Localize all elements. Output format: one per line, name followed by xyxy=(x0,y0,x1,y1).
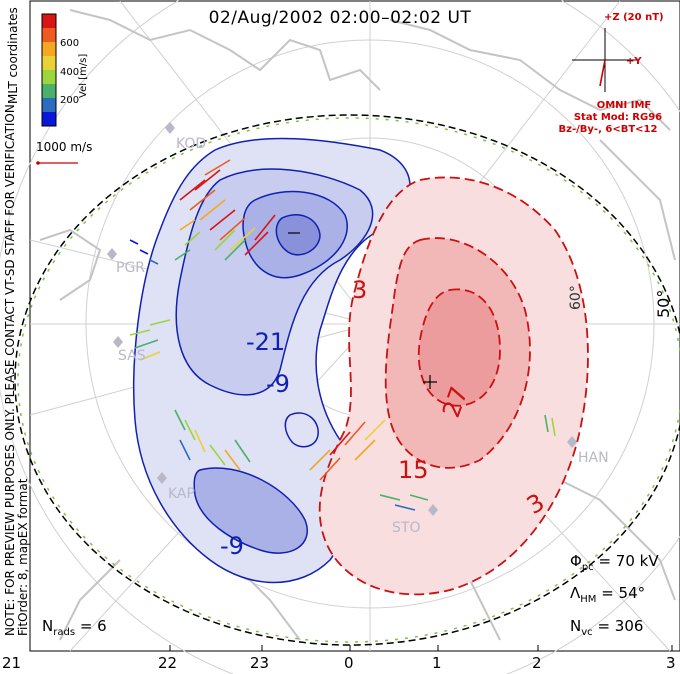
colorbar-label: Vel [m/s] xyxy=(78,53,89,98)
velocity-vectors xyxy=(129,159,556,511)
map-title: 02/Aug/2002 02:00–02:02 UT xyxy=(208,8,472,28)
stat-phi-symbol: Φ xyxy=(570,552,582,570)
stat-lambda-sub: HM xyxy=(580,594,597,605)
colorbar-tick-200: 200 xyxy=(60,95,80,106)
velocity-scale-label: 1000 m/s xyxy=(36,140,93,154)
velocity-scale-dot xyxy=(36,161,40,165)
imf-vector xyxy=(599,59,606,87)
contour-label-pos-15: 15 xyxy=(398,456,429,484)
mlt-ticks xyxy=(29,645,673,651)
station-label-sas: SAS xyxy=(118,348,146,364)
stat-nvc-sub: vc xyxy=(581,627,593,638)
colorbar-segment xyxy=(42,84,56,99)
velocity-colorbar xyxy=(41,13,57,127)
stat-phi-pc: Φpc = 70 kV xyxy=(570,552,659,573)
station-marker-kod xyxy=(165,122,175,134)
neg-cell-fill-core xyxy=(275,214,321,256)
mlt-label-22: 22 xyxy=(158,654,178,672)
imf-model: Stat Mod: RG96 xyxy=(573,112,663,123)
radar-stations xyxy=(107,122,577,516)
stat-phi-value: = 70 kV xyxy=(598,552,659,570)
stat-nrads-value: = 6 xyxy=(79,617,107,635)
stat-lambda-value: = 54° xyxy=(601,584,646,602)
colorbar-tick-600: 600 xyxy=(60,38,80,49)
neg-cell-small-loop xyxy=(284,412,319,448)
vectors-han xyxy=(544,414,556,437)
imf-source: OMNI IMF xyxy=(596,100,652,111)
colorbar-segment xyxy=(42,42,56,57)
vectors-kap xyxy=(174,409,251,471)
station-label-kap: KAP xyxy=(168,486,195,502)
preview-note: NOTE: FOR PREVIEW PURPOSES ONLY. PLEASE … xyxy=(3,100,30,636)
imf-dial xyxy=(572,28,638,92)
colorbar-segment xyxy=(42,98,56,113)
mlt-label-23: 23 xyxy=(250,654,270,672)
station-marker-sas xyxy=(113,336,123,348)
station-label-sto: STO xyxy=(392,520,421,536)
stat-nvc: Nvc = 306 xyxy=(570,617,643,638)
mlt-label-0: 0 xyxy=(344,654,354,672)
contour-label-neg-9a: -9 xyxy=(266,370,290,398)
stat-nrads-symbol: N xyxy=(42,617,54,635)
stat-lambda-symbol: Λ xyxy=(570,584,581,602)
vectors-kod xyxy=(179,159,276,261)
station-marker-sto xyxy=(428,504,438,516)
mlt-label-2: 2 xyxy=(532,654,542,672)
vectors-sto xyxy=(309,419,429,511)
stat-nrads: Nrads = 6 xyxy=(42,617,107,638)
neg-cell-dusk-lobe xyxy=(193,467,308,554)
station-marker-han xyxy=(567,436,577,448)
colorbar-segment xyxy=(42,56,56,71)
coord-system-label: MLT coordinates xyxy=(6,7,20,104)
station-label-han: HAN xyxy=(578,450,609,466)
stat-nvc-value: = 306 xyxy=(597,617,644,635)
pos-cell-fill-inner xyxy=(417,288,501,407)
contour-label-pos-3a: 3 xyxy=(352,276,368,304)
imf-y-label: +Y xyxy=(626,56,642,67)
station-marker-kap xyxy=(157,472,167,484)
colorbar-frame xyxy=(41,13,57,127)
colorbar-segment xyxy=(42,112,56,127)
station-label-kod: KOD xyxy=(176,136,207,152)
station-marker-pgr xyxy=(107,248,117,260)
positive-cell xyxy=(318,176,589,596)
colorbar-segment xyxy=(42,28,56,43)
stat-nvc-symbol: N xyxy=(570,617,582,635)
colorbar-segment xyxy=(42,70,56,85)
imf-condition: Bz-/By-, 6<BT<12 xyxy=(558,124,658,135)
vectors-sas xyxy=(129,319,171,361)
potential-extrema xyxy=(288,232,437,389)
mlt-label-21: 21 xyxy=(2,654,22,672)
mlt-label-3: 3 xyxy=(666,654,676,672)
stat-phi-sub: pc xyxy=(581,562,594,573)
latitude-label-50: 50° xyxy=(654,289,673,318)
station-label-pgr: PGR xyxy=(116,260,146,276)
colorbar-segment xyxy=(42,14,56,29)
contour-label-neg-21: -21 xyxy=(246,328,286,356)
vectors-pgr xyxy=(129,219,201,265)
preview-note-line2: FitOrder: 8, mapEX format xyxy=(16,478,30,636)
colorbar-tick-400: 400 xyxy=(60,67,80,78)
stat-nrads-sub: rads xyxy=(53,627,76,638)
imf-z-label: +Z (20 nT) xyxy=(604,12,664,23)
stat-lambda-hm: ΛHM = 54° xyxy=(570,584,645,605)
latitude-label-60: 60° xyxy=(568,285,584,310)
contour-label-neg-9b: -9 xyxy=(220,532,244,560)
mlt-label-1: 1 xyxy=(432,654,442,672)
